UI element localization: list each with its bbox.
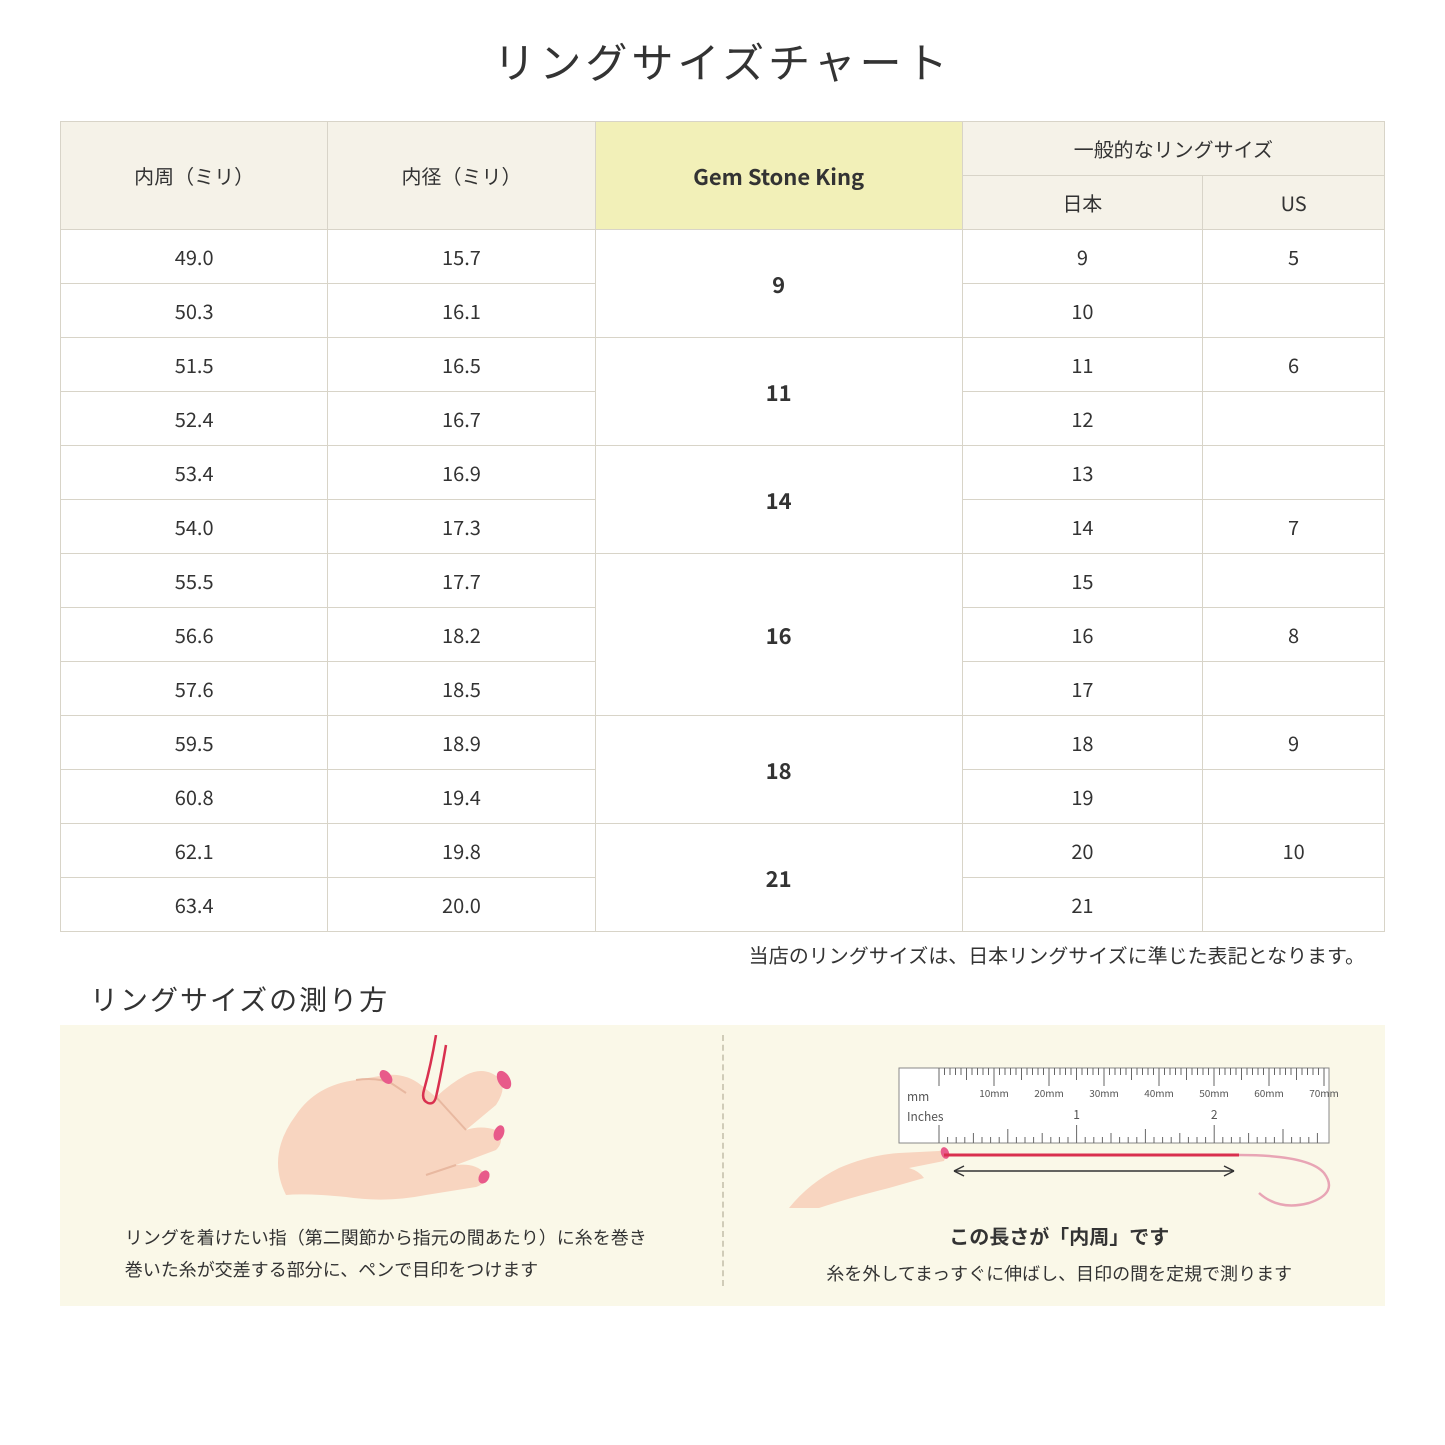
cell-circumference: 52.4 — [61, 392, 328, 446]
cell-circumference: 56.6 — [61, 608, 328, 662]
cell-diameter: 19.8 — [328, 824, 595, 878]
table-row: 49.015.7995 — [61, 230, 1385, 284]
ruler-illustration: mm Inches 10mm 20mm 30mm 40mm 50mm 60mm 70mm 1… — [779, 1063, 1339, 1213]
cell-gsk: 11 — [595, 338, 962, 446]
th-gsk: Gem Stone King — [595, 122, 962, 230]
svg-text:20mm: 20mm — [1034, 1085, 1064, 1100]
th-diameter: 内径（ミリ） — [328, 122, 595, 230]
cell-circumference: 60.8 — [61, 770, 328, 824]
svg-text:70mm: 70mm — [1309, 1085, 1339, 1100]
cell-gsk: 14 — [595, 446, 962, 554]
cell-diameter: 20.0 — [328, 878, 595, 932]
cell-circumference: 49.0 — [61, 230, 328, 284]
cell-us — [1203, 284, 1385, 338]
cell-diameter: 16.7 — [328, 392, 595, 446]
howto-left-line2: 巻いた糸が交差する部分に、ペンで目印をつけます — [125, 1253, 647, 1285]
cell-circumference: 50.3 — [61, 284, 328, 338]
cell-japan: 21 — [962, 878, 1203, 932]
cell-diameter: 18.2 — [328, 608, 595, 662]
svg-text:30mm: 30mm — [1089, 1085, 1119, 1100]
cell-diameter: 19.4 — [328, 770, 595, 824]
ruler-mm-label: mm — [907, 1088, 929, 1105]
cell-diameter: 17.7 — [328, 554, 595, 608]
cell-us: 6 — [1203, 338, 1385, 392]
cell-diameter: 18.5 — [328, 662, 595, 716]
howto-left-line1: リングを着けたい指（第二関節から指元の間あたり）に糸を巻き — [125, 1221, 647, 1253]
cell-diameter: 17.3 — [328, 500, 595, 554]
cell-diameter: 16.5 — [328, 338, 595, 392]
cell-japan: 14 — [962, 500, 1203, 554]
cell-us — [1203, 662, 1385, 716]
cell-diameter: 18.9 — [328, 716, 595, 770]
cell-japan: 16 — [962, 608, 1203, 662]
cell-circumference: 59.5 — [61, 716, 328, 770]
cell-circumference: 54.0 — [61, 500, 328, 554]
th-general: 一般的なリングサイズ — [962, 122, 1384, 176]
th-us: US — [1203, 176, 1385, 230]
cell-us: 9 — [1203, 716, 1385, 770]
cell-circumference: 51.5 — [61, 338, 328, 392]
cell-us — [1203, 446, 1385, 500]
cell-circumference: 57.6 — [61, 662, 328, 716]
howto-panel: リングを着けたい指（第二関節から指元の間あたり）に糸を巻き 巻いた糸が交差する部… — [60, 1025, 1385, 1306]
cell-diameter: 16.9 — [328, 446, 595, 500]
cell-japan: 17 — [962, 662, 1203, 716]
svg-text:2: 2 — [1211, 1106, 1218, 1123]
cell-japan: 12 — [962, 392, 1203, 446]
cell-us — [1203, 878, 1385, 932]
table-row: 62.119.8212010 — [61, 824, 1385, 878]
howto-right: mm Inches 10mm 20mm 30mm 40mm 50mm 60mm 70mm 1… — [754, 1035, 1366, 1286]
cell-circumference: 62.1 — [61, 824, 328, 878]
howto-left: リングを着けたい指（第二関節から指元の間あたり）に糸を巻き 巻いた糸が交差する部… — [80, 1035, 692, 1286]
howto-left-text: リングを着けたい指（第二関節から指元の間あたり）に糸を巻き 巻いた糸が交差する部… — [125, 1221, 647, 1286]
cell-us: 7 — [1203, 500, 1385, 554]
cell-gsk: 9 — [595, 230, 962, 338]
size-chart-table: 内周（ミリ） 内径（ミリ） Gem Stone King 一般的なリングサイズ … — [60, 121, 1385, 932]
cell-gsk: 16 — [595, 554, 962, 716]
cell-japan: 10 — [962, 284, 1203, 338]
th-japan: 日本 — [962, 176, 1203, 230]
cell-us: 10 — [1203, 824, 1385, 878]
table-row: 55.517.71615 — [61, 554, 1385, 608]
cell-us — [1203, 770, 1385, 824]
howto-title: リングサイズの測り方 — [60, 979, 1385, 1019]
howto-divider — [722, 1035, 724, 1286]
cell-us — [1203, 554, 1385, 608]
cell-japan: 13 — [962, 446, 1203, 500]
hand-wrap-illustration — [206, 1035, 566, 1205]
svg-text:60mm: 60mm — [1254, 1085, 1284, 1100]
cell-us: 5 — [1203, 230, 1385, 284]
howto-right-text: 糸を外してまっすぐに伸ばし、目印の間を定規で測ります — [826, 1260, 1292, 1286]
th-circumference: 内周（ミリ） — [61, 122, 328, 230]
cell-circumference: 63.4 — [61, 878, 328, 932]
cell-japan: 19 — [962, 770, 1203, 824]
cell-japan: 20 — [962, 824, 1203, 878]
cell-circumference: 55.5 — [61, 554, 328, 608]
footnote: 当店のリングサイズは、日本リングサイズに準じた表記となります。 — [60, 940, 1385, 969]
page-title: リングサイズチャート — [60, 30, 1385, 91]
cell-japan: 18 — [962, 716, 1203, 770]
cell-gsk: 21 — [595, 824, 962, 932]
cell-gsk: 18 — [595, 716, 962, 824]
cell-diameter: 16.1 — [328, 284, 595, 338]
svg-text:50mm: 50mm — [1199, 1085, 1229, 1100]
table-row: 59.518.918189 — [61, 716, 1385, 770]
ruler-length-label: この長さが「内周」です — [949, 1221, 1169, 1250]
svg-text:1: 1 — [1074, 1106, 1081, 1123]
cell-japan: 11 — [962, 338, 1203, 392]
cell-japan: 15 — [962, 554, 1203, 608]
svg-text:10mm: 10mm — [979, 1085, 1009, 1100]
table-row: 53.416.91413 — [61, 446, 1385, 500]
cell-diameter: 15.7 — [328, 230, 595, 284]
ruler-in-label: Inches — [907, 1108, 944, 1125]
cell-circumference: 53.4 — [61, 446, 328, 500]
cell-us: 8 — [1203, 608, 1385, 662]
table-row: 51.516.511116 — [61, 338, 1385, 392]
cell-us — [1203, 392, 1385, 446]
cell-japan: 9 — [962, 230, 1203, 284]
svg-text:40mm: 40mm — [1144, 1085, 1174, 1100]
